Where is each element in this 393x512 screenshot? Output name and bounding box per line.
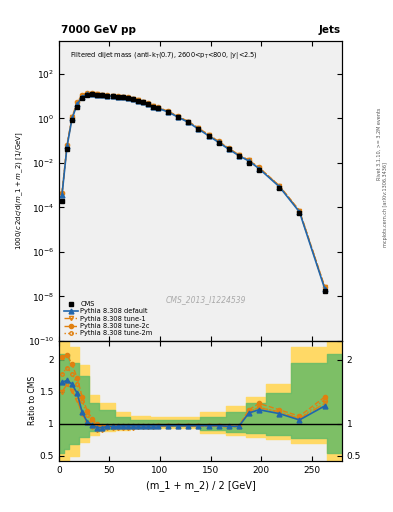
Text: mcplots.cern.ch [arXiv:1306.3436]: mcplots.cern.ch [arXiv:1306.3436] (383, 162, 387, 247)
Text: Rivet 3.1.10, >= 3.2M events: Rivet 3.1.10, >= 3.2M events (377, 107, 382, 180)
Legend: CMS, Pythia 8.308 default, Pythia 8.308 tune-1, Pythia 8.308 tune-2c, Pythia 8.3: CMS, Pythia 8.308 default, Pythia 8.308 … (62, 300, 154, 337)
X-axis label: (m_1 + m_2) / 2 [GeV]: (m_1 + m_2) / 2 [GeV] (145, 480, 255, 491)
Text: 7000 GeV pp: 7000 GeV pp (61, 25, 136, 35)
Y-axis label: $1000/c\,2\mathrm{d}c/\mathrm{d}(m\_1 + m\_2)$ [1/GeV]: $1000/c\,2\mathrm{d}c/\mathrm{d}(m\_1 + … (15, 132, 25, 250)
Text: Filtered dijet mass (anti-k$_\mathregular{T}$(0.7), 2600<p$_\mathregular{T}$<800: Filtered dijet mass (anti-k$_\mathregula… (70, 50, 258, 61)
Y-axis label: Ratio to CMS: Ratio to CMS (28, 376, 37, 425)
Text: CMS_2013_I1224539: CMS_2013_I1224539 (166, 295, 246, 304)
Text: Jets: Jets (319, 25, 341, 35)
